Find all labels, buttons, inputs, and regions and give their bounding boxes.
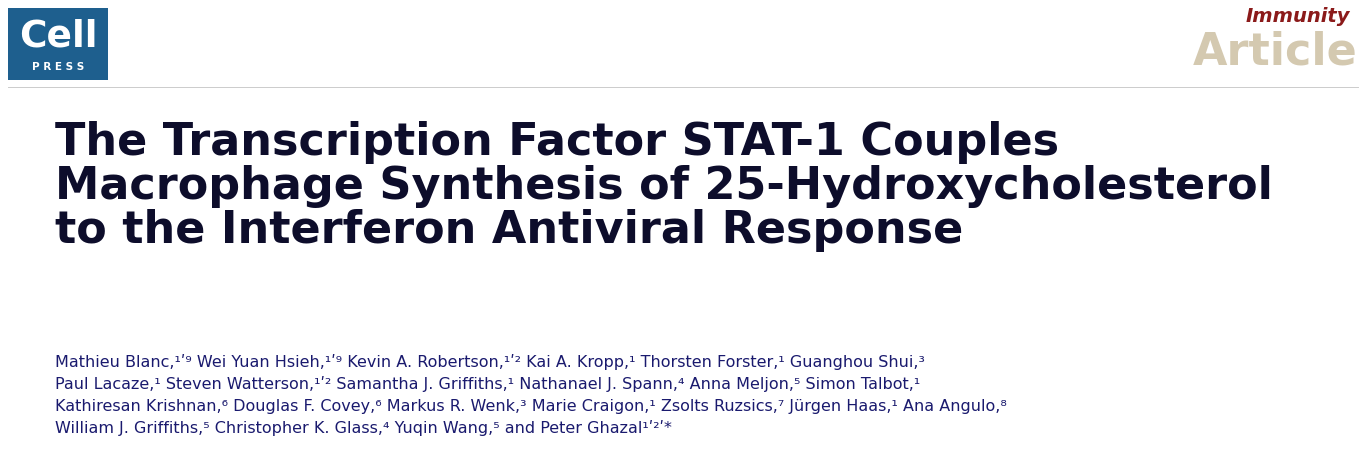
Text: to the Interferon Antiviral Response: to the Interferon Antiviral Response — [55, 209, 963, 252]
Text: Cell: Cell — [19, 19, 97, 55]
Text: Mathieu Blanc,¹ʹ⁹ Wei Yuan Hsieh,¹ʹ⁹ Kevin A. Robertson,¹ʹ² Kai A. Kropp,¹ Thors: Mathieu Blanc,¹ʹ⁹ Wei Yuan Hsieh,¹ʹ⁹ Kev… — [55, 354, 925, 370]
Text: The Transcription Factor STAT-1 Couples: The Transcription Factor STAT-1 Couples — [55, 120, 1059, 163]
Text: Kathiresan Krishnan,⁶ Douglas F. Covey,⁶ Markus R. Wenk,³ Marie Craigon,¹ Zsolts: Kathiresan Krishnan,⁶ Douglas F. Covey,⁶… — [55, 398, 1007, 413]
Text: Article: Article — [1194, 31, 1358, 74]
Text: William J. Griffiths,⁵ Christopher K. Glass,⁴ Yuqin Wang,⁵ and Peter Ghazal¹ʹ²ʹ*: William J. Griffiths,⁵ Christopher K. Gl… — [55, 420, 672, 436]
Text: P R E S S: P R E S S — [31, 62, 85, 72]
Text: Immunity: Immunity — [1246, 8, 1350, 26]
Text: Macrophage Synthesis of 25-Hydroxycholesterol: Macrophage Synthesis of 25-Hydroxycholes… — [55, 165, 1273, 208]
FancyBboxPatch shape — [8, 8, 108, 80]
Text: Paul Lacaze,¹ Steven Watterson,¹ʹ² Samantha J. Griffiths,¹ Nathanael J. Spann,⁴ : Paul Lacaze,¹ Steven Watterson,¹ʹ² Saman… — [55, 376, 921, 392]
